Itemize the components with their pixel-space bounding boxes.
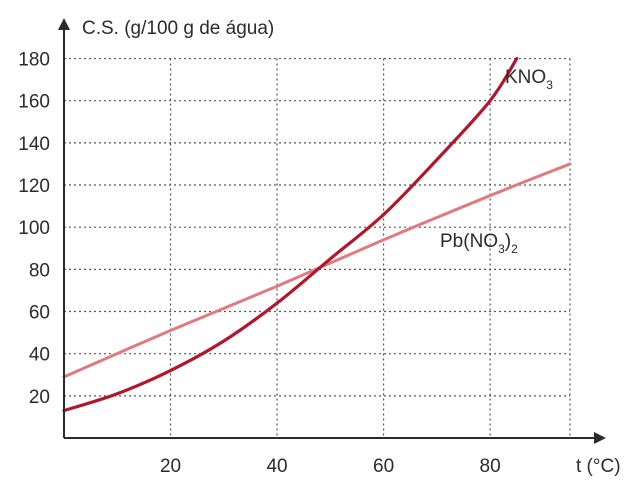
series-label-pbno32-part1: Pb(NO xyxy=(440,231,498,252)
y-axis-title: C.S. (g/100 g de água) xyxy=(82,18,274,39)
series-label-pbno32-sub1: 3 xyxy=(498,242,505,256)
y-tick-label-100: 100 xyxy=(18,218,50,239)
series-line-pbno32 xyxy=(62,162,572,379)
y-tick-label-140: 140 xyxy=(18,134,50,155)
x-axis-title: t (°C) xyxy=(576,456,621,476)
series-label-kno3: KNO3 xyxy=(505,67,553,92)
series-label-pbno32: Pb(NO3)2 xyxy=(440,231,518,256)
x-tick-label-80: 80 xyxy=(480,456,501,476)
series-label-kno3-main: KNO xyxy=(505,67,546,88)
y-tick-label-40: 40 xyxy=(29,345,50,366)
y-tick-label-80: 80 xyxy=(29,260,50,281)
series-label-pbno32-part2: ) xyxy=(505,231,511,252)
y-tick-label-160: 160 xyxy=(18,92,50,113)
y-axis-arrow-icon xyxy=(58,18,70,30)
x-axis-arrow-icon xyxy=(594,432,606,444)
x-tick-label-60: 60 xyxy=(373,456,394,476)
y-tick-label-20: 20 xyxy=(29,387,50,408)
labels-layer: 20 40 60 80 100 120 140 160 180 20 40 60 80 C.S. (g/1… xyxy=(18,18,621,477)
y-tick-label-180: 180 xyxy=(18,50,50,71)
y-tick-label-60: 60 xyxy=(29,303,50,324)
y-tick-label-120: 120 xyxy=(18,176,50,197)
x-tick-label-20: 20 xyxy=(160,456,181,476)
grid-layer xyxy=(64,57,571,438)
axes-layer xyxy=(58,18,606,444)
series-line-kno3 xyxy=(62,56,519,413)
series-layer xyxy=(62,56,572,413)
series-label-kno3-sub: 3 xyxy=(546,78,553,92)
x-tick-label-40: 40 xyxy=(266,456,287,476)
series-label-pbno32-sub2: 2 xyxy=(511,242,518,256)
